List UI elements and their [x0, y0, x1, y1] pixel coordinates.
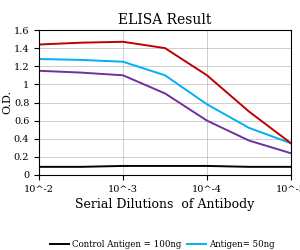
Antigen= 50ng: [163, 74, 167, 77]
Antigen= 100ng: [37, 43, 41, 46]
Antigen= 100ng: [247, 110, 251, 113]
Y-axis label: O.D.: O.D.: [2, 90, 12, 114]
Line: Control Antigen = 100ng: Control Antigen = 100ng: [39, 166, 291, 167]
Control Antigen = 100ng: [121, 164, 125, 168]
Control Antigen = 100ng: [247, 165, 251, 168]
Control Antigen = 100ng: [79, 165, 83, 168]
Antigen= 10ng: [79, 71, 83, 74]
Antigen= 100ng: [205, 74, 209, 77]
Antigen= 50ng: [205, 103, 209, 106]
X-axis label: Serial Dilutions  of Antibody: Serial Dilutions of Antibody: [75, 198, 255, 211]
Control Antigen = 100ng: [37, 165, 41, 168]
Antigen= 100ng: [289, 142, 293, 145]
Antigen= 100ng: [121, 40, 125, 43]
Control Antigen = 100ng: [205, 164, 209, 168]
Antigen= 10ng: [289, 152, 293, 155]
Antigen= 50ng: [289, 142, 293, 145]
Antigen= 50ng: [247, 126, 251, 130]
Antigen= 10ng: [37, 69, 41, 72]
Antigen= 10ng: [247, 139, 251, 142]
Antigen= 50ng: [121, 60, 125, 63]
Antigen= 100ng: [79, 41, 83, 44]
Line: Antigen= 100ng: Antigen= 100ng: [39, 42, 291, 143]
Control Antigen = 100ng: [289, 165, 293, 168]
Legend: Control Antigen = 100ng, Antigen= 10ng, Antigen= 50ng, Antigen= 100ng: Control Antigen = 100ng, Antigen= 10ng, …: [50, 240, 280, 250]
Antigen= 10ng: [121, 74, 125, 77]
Antigen= 50ng: [79, 58, 83, 61]
Control Antigen = 100ng: [163, 164, 167, 168]
Antigen= 10ng: [205, 119, 209, 122]
Antigen= 50ng: [37, 58, 41, 60]
Antigen= 10ng: [163, 92, 167, 95]
Line: Antigen= 10ng: Antigen= 10ng: [39, 71, 291, 153]
Line: Antigen= 50ng: Antigen= 50ng: [39, 59, 291, 143]
Antigen= 100ng: [163, 47, 167, 50]
Title: ELISA Result: ELISA Result: [118, 14, 212, 28]
